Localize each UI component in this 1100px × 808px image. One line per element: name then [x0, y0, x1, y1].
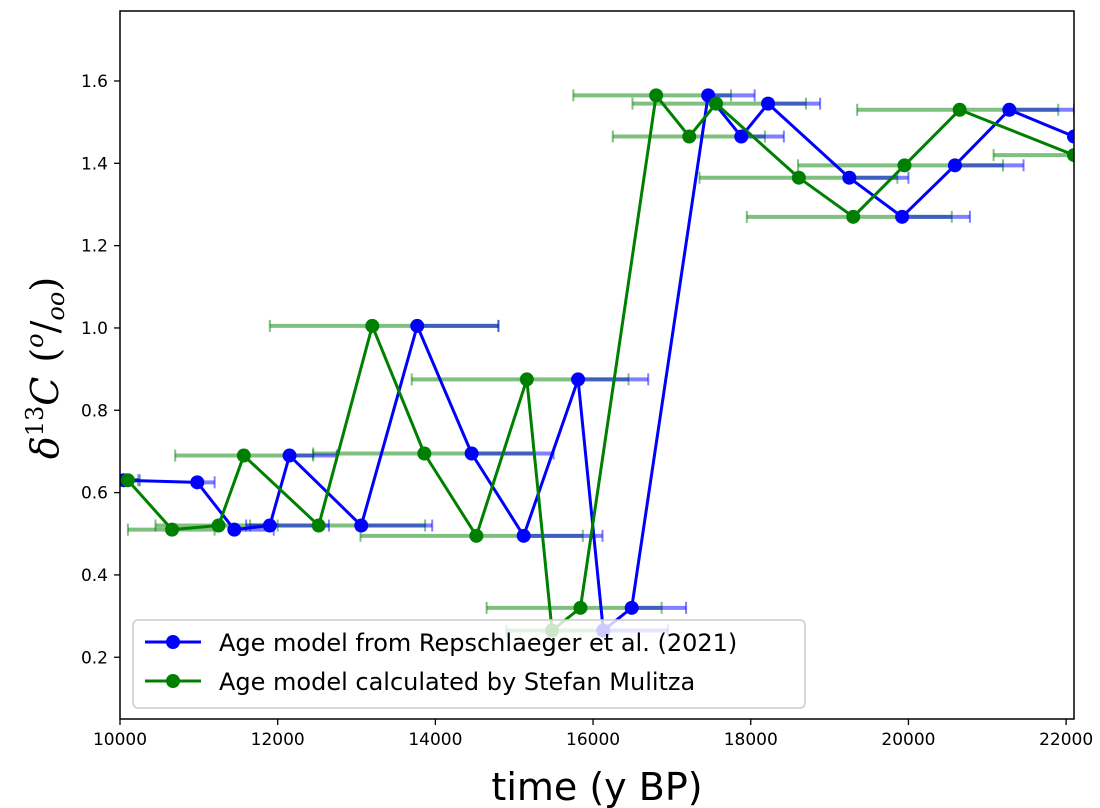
- data-point-series-2: [709, 96, 724, 111]
- data-point-series-1: [262, 518, 277, 533]
- y-axis-ticks: 0.2 0.4 0.6 0.8 1.0 1.2 1.4 1.6: [81, 72, 120, 668]
- data-point-series-2: [365, 318, 380, 333]
- data-point-series-2: [311, 518, 326, 533]
- data-point-series-1: [282, 448, 297, 463]
- data-point-series-2: [952, 102, 967, 117]
- data-point-series-2: [846, 209, 861, 224]
- y-tick-label: 0.6: [81, 484, 108, 504]
- data-point-series-2: [165, 522, 180, 537]
- data-point-series-1: [1067, 129, 1074, 144]
- y-tick-label: 0.4: [81, 566, 108, 586]
- data-point-series-2: [682, 129, 697, 144]
- legend-label-series-2: Age model calculated by Stefan Mulitza: [219, 668, 695, 696]
- data-point-series-2: [519, 372, 534, 387]
- y-axis-label-delta: δ: [23, 436, 67, 459]
- data-point-series-1: [190, 475, 205, 490]
- data-point-series-1: [571, 372, 586, 387]
- legend-marker-series-2: [166, 674, 180, 688]
- data-point-series-1: [947, 158, 962, 173]
- data-point-series-2: [649, 88, 664, 103]
- y-tick-label: 1.2: [81, 237, 108, 257]
- x-tick-label: 10000: [93, 730, 147, 750]
- y-axis-label-close-paren: ): [23, 277, 67, 292]
- data-point-series-1: [410, 318, 425, 333]
- legend-marker-series-1: [166, 635, 180, 649]
- data-point-series-2: [120, 473, 135, 488]
- y-tick-label: 0.8: [81, 401, 108, 421]
- legend-box: [132, 619, 806, 709]
- x-tick-label: 12000: [251, 730, 305, 750]
- data-point-series-2: [573, 600, 588, 615]
- data-point-series-1: [354, 518, 369, 533]
- data-point-series-1: [895, 209, 910, 224]
- data-point-series-1: [624, 600, 639, 615]
- data-point-series-2: [791, 170, 806, 185]
- data-point-series-1: [516, 528, 531, 543]
- data-point-series-1: [1002, 102, 1017, 117]
- x-tick-label: 14000: [408, 730, 462, 750]
- y-tick-label: 1.6: [81, 72, 108, 92]
- data-point-series-1: [227, 522, 242, 537]
- x-axis-label: time (y BP): [491, 765, 702, 808]
- y-axis-label: δ13C (o/oo): [21, 277, 70, 459]
- plot-frame: [119, 10, 1075, 720]
- series-line-1: [123, 93, 1074, 632]
- data-point-series-1: [842, 170, 857, 185]
- data-point-series-1: [464, 446, 479, 461]
- data-point-series-1: [734, 129, 749, 144]
- y-axis-label-open-paren: (: [23, 348, 67, 363]
- x-tick-label: 16000: [566, 730, 620, 750]
- y-axis-label-slash: /: [23, 320, 67, 333]
- y-axis-label-oo: oo: [42, 292, 70, 321]
- x-tick-label: 18000: [724, 730, 778, 750]
- data-point-series-2: [1067, 148, 1074, 163]
- series-points: [120, 88, 1074, 638]
- y-tick-label: 1.0: [81, 319, 108, 339]
- y-tick-label: 0.2: [81, 648, 108, 668]
- y-tick-label: 1.4: [81, 154, 108, 174]
- x-axis-ticks: 10000 12000 14000 16000 18000 20000 22000: [93, 719, 1093, 750]
- svg-text:δ13C(o/oo): δ13C (o/oo): [21, 277, 70, 459]
- x-tick-label: 22000: [1039, 730, 1093, 750]
- legend: Age model from Repschlaeger et al. (2021…: [132, 619, 806, 709]
- data-point-series-2: [897, 158, 912, 173]
- legend-label-series-1: Age model from Repschlaeger et al. (2021…: [219, 629, 737, 657]
- y-axis-label-o: o: [21, 333, 49, 347]
- plot-area: [120, 88, 1074, 638]
- data-point-series-1: [761, 96, 776, 111]
- data-point-series-2: [236, 448, 251, 463]
- y-axis-label-superscript: 13: [21, 406, 49, 437]
- x-tick-label: 20000: [881, 730, 935, 750]
- data-point-series-2: [211, 518, 226, 533]
- y-axis-label-c: C: [23, 377, 67, 406]
- data-point-series-2: [469, 528, 484, 543]
- data-point-series-2: [417, 446, 432, 461]
